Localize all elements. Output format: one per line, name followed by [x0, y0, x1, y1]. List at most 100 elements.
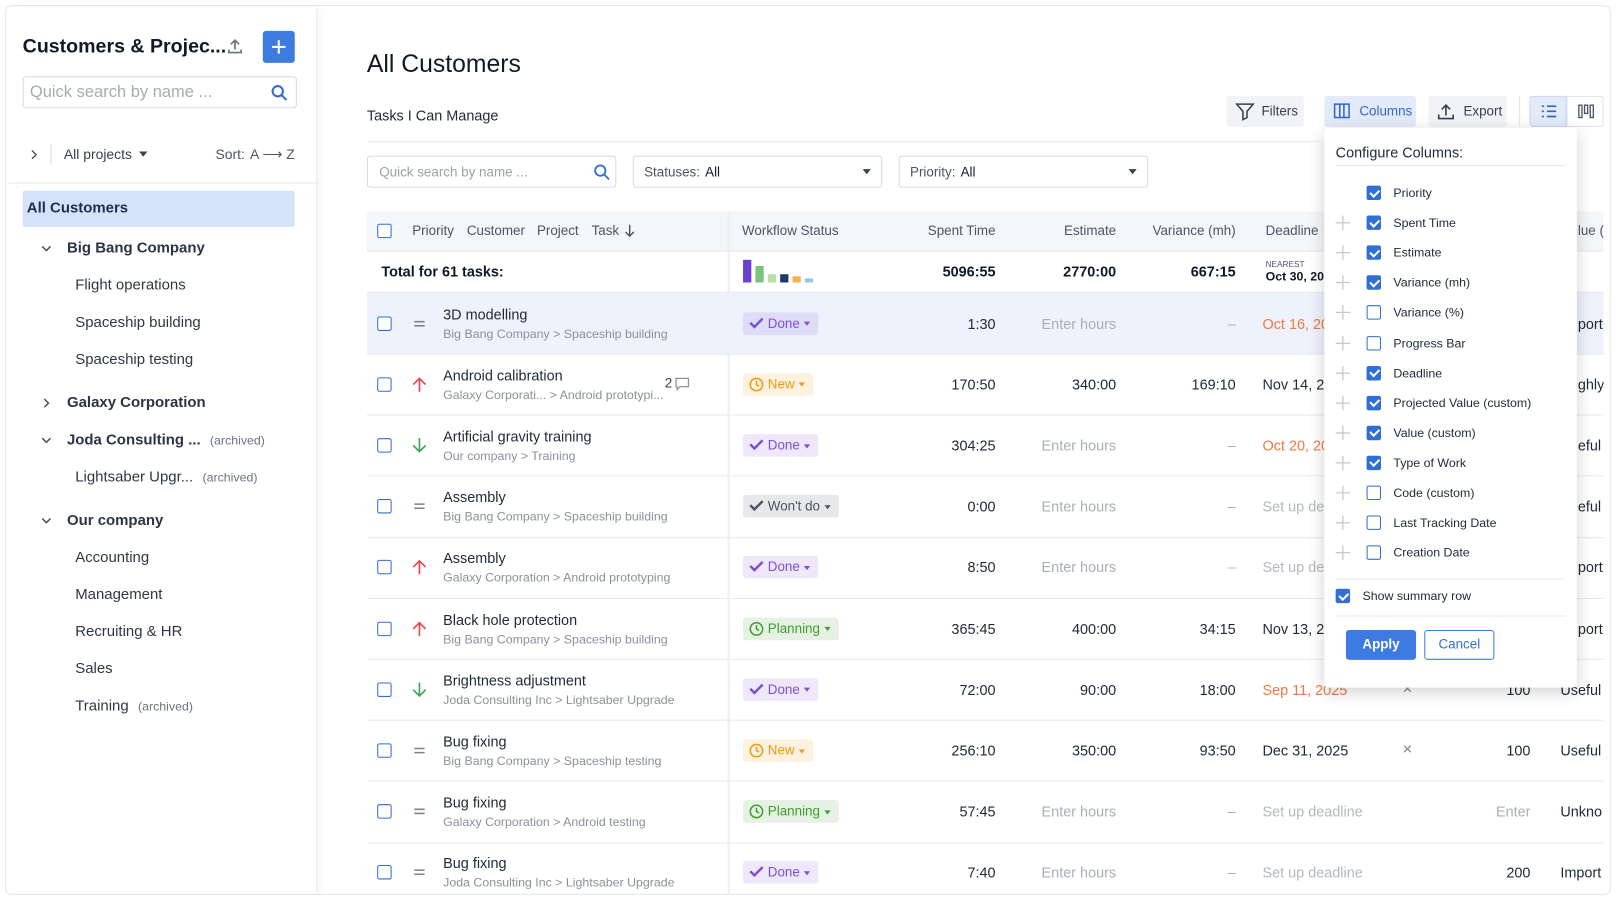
checkbox[interactable] [1366, 455, 1382, 471]
tree-item-selected[interactable]: All Customers [22, 190, 295, 227]
drag-handle[interactable] [1335, 365, 1351, 381]
drag-handle[interactable] [1335, 455, 1351, 471]
checkbox[interactable] [1366, 215, 1382, 231]
checkbox[interactable] [1366, 275, 1382, 291]
filter-dropdown[interactable]: Priority: All [898, 155, 1149, 188]
checkbox[interactable] [1366, 485, 1382, 501]
checkbox[interactable] [377, 865, 392, 880]
checkbox[interactable] [377, 560, 392, 575]
tree-item[interactable]: Spaceship building [75, 312, 200, 333]
add-button[interactable] [262, 30, 295, 63]
checkbox[interactable] [377, 804, 392, 819]
task-name[interactable]: Artificial gravity training [443, 427, 592, 445]
drag-handle[interactable] [1335, 425, 1351, 441]
checkbox[interactable] [1366, 245, 1382, 261]
board-view-toggle[interactable] [1566, 95, 1604, 127]
status-badge[interactable]: New [743, 373, 814, 396]
checkbox[interactable] [1366, 545, 1382, 561]
expand-chevron[interactable] [31, 149, 39, 160]
sidebar-search[interactable]: Quick search by name ... [22, 76, 297, 109]
status-icon [749, 317, 764, 329]
sort-control[interactable]: Sort: A ⟶ Z [134, 144, 295, 165]
cancel-button[interactable]: Cancel [1424, 629, 1495, 660]
checkbox[interactable] [377, 499, 392, 514]
status-badge[interactable]: Done [743, 556, 819, 579]
drag-handle[interactable] [1335, 215, 1351, 231]
task-path: Galaxy Corporation > Android testing [443, 814, 646, 830]
tree-item[interactable]: Spaceship testing [75, 350, 193, 371]
tree-item[interactable]: Our company [67, 510, 163, 531]
status-badge[interactable]: Done [743, 861, 819, 884]
filter-button[interactable]: Filters [1226, 95, 1304, 127]
checkbox[interactable] [1366, 305, 1382, 321]
tree-item[interactable]: Accounting [75, 547, 149, 568]
tree-chevron[interactable] [41, 243, 52, 253]
checkbox[interactable] [1335, 588, 1351, 604]
filter-dropdown[interactable]: Statuses: All [632, 155, 883, 188]
tree-item[interactable]: Lightsaber Upgr... (archived) [75, 467, 257, 488]
task-name[interactable]: Assembly [443, 488, 506, 506]
checkbox[interactable] [377, 438, 392, 453]
status-badge[interactable]: Planning [743, 800, 839, 823]
checkbox[interactable] [377, 743, 392, 758]
checkbox[interactable] [1366, 335, 1382, 351]
tree-item[interactable]: Joda Consulting ... (archived) [67, 430, 265, 451]
drag-handle[interactable] [1335, 335, 1351, 351]
tree-item[interactable]: Recruiting & HR [75, 622, 182, 643]
tree-item[interactable]: Management [75, 585, 162, 606]
drag-handle[interactable] [1335, 275, 1351, 291]
checkbox[interactable] [377, 377, 392, 392]
drag-handle[interactable] [1335, 245, 1351, 261]
drag-handle[interactable] [1335, 515, 1351, 531]
status-badge[interactable]: Done [743, 434, 819, 457]
drag-handle[interactable] [1335, 485, 1351, 501]
checkbox[interactable] [377, 682, 392, 697]
tree-item[interactable]: Galaxy Corporation [67, 393, 206, 414]
checkbox[interactable] [1366, 185, 1382, 201]
popup-title: Configure Columns: [1335, 144, 1464, 161]
drag-handle[interactable] [1335, 305, 1351, 321]
checkbox[interactable] [377, 316, 392, 331]
status-label: Planning [767, 620, 820, 636]
status-badge[interactable]: Done [743, 678, 819, 701]
status-badge[interactable]: Won't do [743, 495, 839, 518]
task-name[interactable]: Bug fixing [443, 794, 507, 811]
list-view-toggle[interactable] [1529, 95, 1567, 127]
project-filter[interactable]: All projects [63, 146, 132, 162]
deadline: Set up deadline [1262, 803, 1363, 820]
tree-item[interactable]: Big Bang Company [67, 238, 205, 259]
apply-button[interactable]: Apply [1345, 629, 1417, 660]
tree-chevron[interactable] [41, 516, 52, 526]
status-badge[interactable]: New [743, 739, 814, 762]
task-name[interactable]: Bug fixing [443, 733, 507, 750]
tree-item[interactable]: Sales [75, 659, 112, 680]
checkbox[interactable] [1366, 425, 1382, 441]
checkbox[interactable] [1366, 365, 1382, 381]
checkbox[interactable] [1366, 515, 1382, 531]
checkbox[interactable] [377, 223, 392, 239]
task-search[interactable]: Quick search by name ... [366, 155, 617, 188]
task-name[interactable]: Bug fixing [443, 855, 507, 872]
drag-handle[interactable] [1335, 545, 1351, 561]
variance: 18:00 [1199, 681, 1236, 698]
tree-chevron[interactable] [41, 398, 51, 408]
upload-icon[interactable] [227, 38, 243, 54]
total-label: Total for 61 tasks: [381, 262, 504, 280]
task-name[interactable]: Assembly [443, 549, 506, 567]
column-header: Workflow Status [742, 222, 839, 239]
status-badge[interactable]: Planning [743, 617, 839, 640]
task-name[interactable]: Android calibration [443, 366, 563, 384]
status-badge[interactable]: Done [743, 311, 819, 335]
checkbox[interactable] [1366, 395, 1382, 411]
export-button[interactable]: Export [1428, 95, 1507, 127]
task-name[interactable]: 3D modelling [443, 305, 528, 323]
checkbox[interactable] [377, 621, 392, 636]
tree-item[interactable]: Training (archived) [75, 696, 193, 717]
drag-handle[interactable] [1335, 395, 1351, 411]
task-name[interactable]: Black hole protection [443, 610, 578, 628]
tree-item[interactable]: Flight operations [75, 275, 185, 296]
sort-value: A ⟶ Z [250, 146, 295, 162]
columns-button[interactable]: Columns [1324, 95, 1417, 127]
task-name[interactable]: Brightness adjustment [443, 672, 586, 689]
tree-chevron[interactable] [41, 435, 52, 445]
